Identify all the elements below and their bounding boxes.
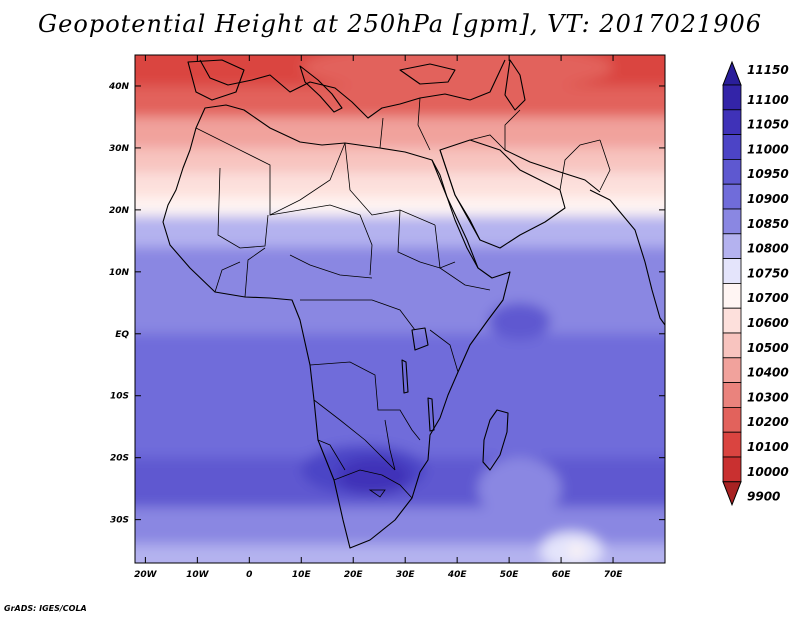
field-band	[135, 216, 665, 248]
colorbar-label: 10900	[747, 192, 789, 206]
field-band	[135, 408, 665, 458]
country-borders	[195, 97, 611, 499]
lon-tick-label: 0	[246, 570, 252, 580]
field-band	[135, 85, 665, 117]
field-band	[135, 197, 665, 217]
colorbar-label: 10100	[747, 440, 789, 454]
plot-area	[135, 55, 665, 563]
colorbar-swatch	[722, 431, 742, 458]
field-band	[135, 147, 665, 173]
field-feature-arabian-sea-max	[488, 302, 551, 340]
map-title: Geopotential Height at 250hPa [gpm], VT:…	[38, 10, 762, 38]
europe-coastline	[199, 59, 506, 119]
colorbar-swatch	[722, 208, 742, 235]
colorbar-swatch	[722, 332, 742, 359]
india-coastline	[589, 189, 665, 326]
field-band	[135, 116, 665, 148]
africa-coastline	[162, 104, 511, 549]
colorbar-swatch	[722, 233, 742, 260]
field-feature-indian-ocean-low	[477, 457, 562, 520]
colorbar-label: 10000	[747, 465, 789, 479]
lat-tick-label: 40N	[108, 82, 130, 92]
lat-tick-label: 20S	[110, 454, 129, 464]
colorbar-swatch	[722, 357, 742, 383]
lon-tick-label: 10W	[186, 570, 210, 580]
colorbar: 11150 11100 11050 11000 10950 10900 10850 10800…	[722, 60, 789, 507]
caspian-coastline	[504, 59, 526, 111]
field-feature-southern-africa-high-core	[337, 457, 411, 495]
lat-tick-label: 30S	[110, 516, 129, 526]
lon-tick-label: 60E	[552, 570, 572, 580]
field-feature-north-low-west	[301, 55, 613, 93]
field-band	[135, 247, 665, 334]
lat-tick-label: 20N	[109, 206, 130, 216]
colorbar-label: 10700	[747, 291, 789, 305]
colorbar-swatch	[722, 382, 742, 408]
colorbar-bottom-arrow	[722, 481, 742, 507]
colorbar-swatch	[722, 258, 742, 284]
lake-tanganyika	[401, 359, 409, 394]
iberia-coastline	[187, 59, 245, 101]
colorbar-label: 11150	[747, 63, 789, 77]
colorbar-label: 9900	[747, 490, 780, 504]
colorbar-label: 11050	[747, 118, 789, 132]
colorbar-label: 10600	[747, 316, 789, 330]
lon-tick-label: 20W	[134, 570, 158, 580]
italy-coastline	[299, 65, 343, 113]
coastline-outlines	[162, 59, 665, 549]
colorbar-label: 11000	[747, 142, 789, 156]
colorbar-label: 10850	[747, 217, 789, 231]
colorbar-label: 10500	[747, 341, 789, 355]
field-band	[135, 333, 665, 409]
lon-tick-label: 50E	[500, 570, 520, 580]
colorbar-label: 11100	[747, 93, 789, 107]
colorbar-swatch	[722, 282, 742, 309]
lon-tick-label: 20E	[344, 570, 364, 580]
colorbar-swatch	[722, 109, 742, 136]
colorbar-swatch	[722, 307, 742, 334]
plot-frame	[134, 54, 666, 564]
colorbar-label: 10400	[747, 366, 789, 380]
colorbar-label: 10200	[747, 415, 789, 429]
colorbar-top-arrow	[722, 60, 742, 86]
lat-tick-label: 10S	[110, 392, 129, 402]
colorbar-label: 10800	[747, 242, 789, 256]
lat-tick-label: EQ	[115, 330, 129, 340]
black-sea-coastline	[399, 63, 456, 85]
field-band	[135, 544, 665, 563]
lake-victoria	[411, 327, 429, 351]
field-feature-southeast-low-core	[568, 544, 585, 557]
colorbar-swatch	[722, 134, 742, 160]
lon-tick-label: 40E	[447, 570, 468, 580]
arabia-coastline	[439, 139, 566, 249]
colorbar-label: 10950	[747, 167, 789, 181]
credit-label: GrADS: IGES/COLA	[4, 604, 87, 613]
field-band	[135, 172, 665, 198]
colorbar-swatch	[722, 158, 742, 185]
lake-malawi	[427, 397, 435, 432]
lon-tick-label: 10E	[292, 570, 312, 580]
colorbar-swatch	[722, 84, 742, 111]
lon-tick-label: 30E	[396, 570, 416, 580]
colorbar-swatch	[722, 183, 742, 210]
lon-tick-label: 70E	[604, 570, 624, 580]
colorbar-swatch	[722, 406, 742, 433]
madagascar-coastline	[482, 409, 509, 471]
red-sea-coastline	[431, 149, 481, 269]
axis-ticks: 40N 30N 20N 10N EQ 10S 20S 30S 20W 10W 0 10E 20E 30E 4…	[108, 55, 665, 580]
colorbar-label: 10300	[747, 390, 789, 404]
lat-tick-label: 10N	[109, 268, 130, 278]
colorbar-swatch	[722, 456, 742, 483]
colorbar-label: 10750	[747, 266, 789, 280]
lat-tick-label: 30N	[109, 144, 130, 154]
iran-coastline	[504, 149, 601, 193]
